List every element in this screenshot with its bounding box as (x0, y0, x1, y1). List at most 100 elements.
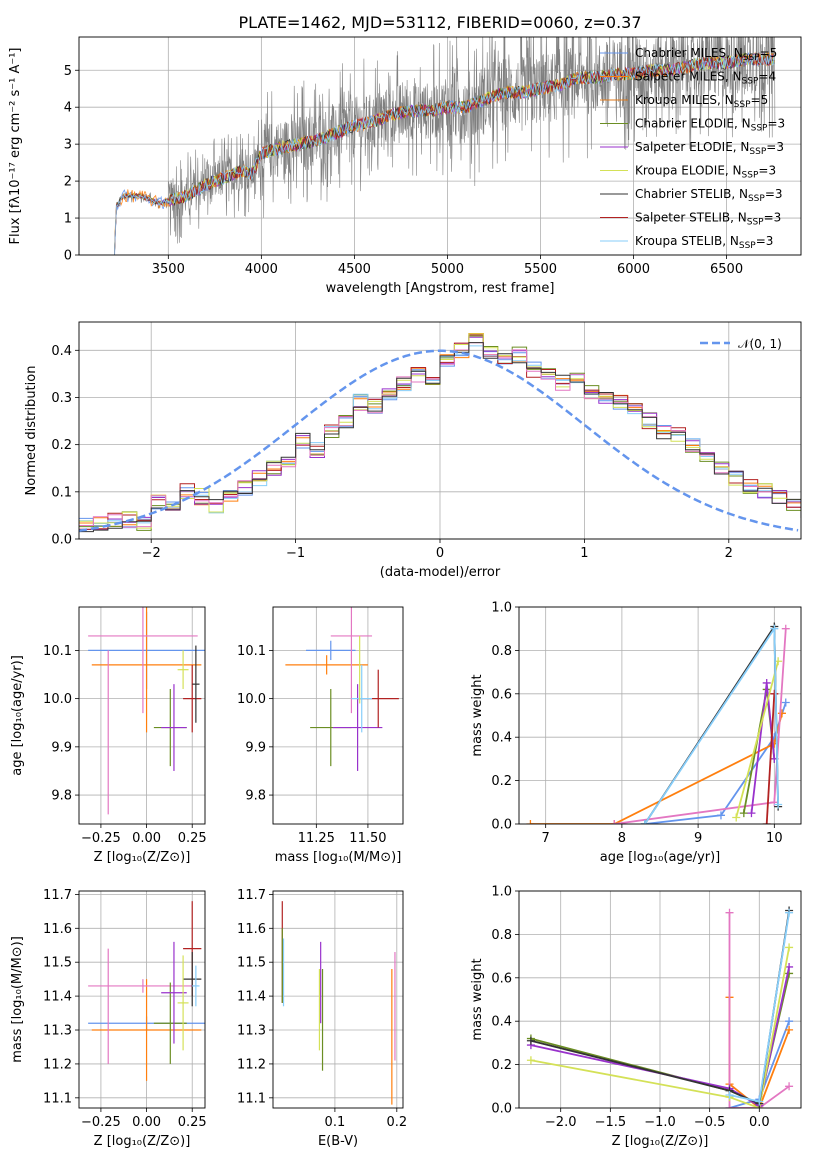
y-tick-label: 0.4 (491, 731, 512, 746)
x-tick-label: 0 (436, 546, 444, 561)
y-tick-label: 9.8 (51, 789, 72, 804)
y-axis-label: mass weight (470, 958, 485, 1040)
plot-area (285, 607, 399, 771)
x-tick-label: 0.00 (132, 1115, 161, 1130)
grid (273, 607, 403, 824)
panel-weight_vs_Z: −2.0 −1.5 −1.0 −0.5 0.0 0.0 0.2 0.4 0.6 0.8 1.0 Z [… (470, 885, 802, 1149)
legend-subscript: SSP (734, 100, 751, 110)
y-tick-label: 3 (64, 138, 72, 153)
weight-marker (526, 1036, 535, 1045)
plot-area (88, 901, 205, 1081)
weight-line-0 (644, 702, 787, 824)
plot-area (526, 906, 794, 1108)
axes-frame (272, 890, 404, 1109)
y-tick-label: 0.0 (491, 1102, 512, 1117)
normal-curve (79, 349, 799, 532)
legend-suffix: =3 (767, 117, 785, 131)
y-tick-label: 11.1 (237, 1091, 266, 1106)
legend-subscript: SSP (739, 241, 756, 251)
legend-label: Salpeter STELIB, NSSP=3 (635, 211, 781, 228)
x-tick-label: 0.1 (325, 1115, 346, 1130)
y-tick-label: 0 (64, 249, 72, 264)
grid (273, 891, 403, 1108)
y-tick-label: 1.0 (491, 885, 512, 900)
y-axis-label: Normed distribution (24, 366, 39, 496)
x-tick-label: 11.50 (349, 831, 386, 846)
y-axis-label: mass [log₁₀(M/M⊙)] (10, 936, 25, 1063)
y-tick-label: 9.9 (245, 740, 266, 755)
weight-marker (785, 1082, 794, 1091)
x-tick-label: −1.0 (644, 1115, 676, 1130)
x-tick-label: 6000 (617, 262, 650, 277)
legend: Chabrier MILES, NSSP=5 Salpeter MILES, NS… (600, 46, 785, 251)
y-tick-label: 0.6 (491, 971, 512, 986)
x-tick-label: 11.25 (298, 831, 335, 846)
x-tick-label: −0.5 (694, 1115, 726, 1130)
y-tick-label: 11.2 (237, 1057, 266, 1072)
weight-marker (762, 820, 771, 824)
x-tick-label: −2 (142, 546, 161, 561)
plot-area (281, 901, 396, 1105)
observed-spectrum (114, 37, 776, 255)
y-tick-label: 10.0 (43, 692, 72, 707)
weight-marker (755, 1097, 764, 1106)
y-tick-label: 11.1 (43, 1091, 72, 1106)
x-tick-label: 0.25 (178, 831, 207, 846)
weight-marker (640, 820, 649, 824)
y-tick-label: 11.7 (237, 888, 266, 903)
weight-line-5 (530, 947, 790, 1108)
y-tick-label: 11.3 (43, 1024, 72, 1039)
y-tick-label: 11.5 (237, 956, 266, 971)
x-axis-label: E(B-V) (318, 1134, 358, 1149)
y-tick-label: 0.4 (491, 1015, 512, 1030)
weight-marker (732, 813, 741, 822)
y-tick-label: 0.0 (491, 818, 512, 833)
x-tick-label: 0.00 (132, 831, 161, 846)
x-axis-label: mass [log₁₀(M/M⊙)] (275, 850, 402, 865)
y-tick-label: 0.6 (491, 687, 512, 702)
weight-marker (739, 809, 748, 818)
x-tick-label: 0.0 (749, 1115, 770, 1130)
histogram-step-2 (79, 335, 801, 531)
weight-marker (610, 820, 619, 824)
legend-label: Kroupa ELODIE, NSSP=3 (635, 164, 776, 181)
y-axis-label: age [log₁₀(age/yr)] (10, 655, 25, 776)
x-tick-label: 6500 (710, 262, 743, 277)
plot-area (114, 37, 776, 255)
legend-label: Salpeter MILES, NSSP=4 (635, 70, 776, 87)
y-tick-label: 11.2 (43, 1057, 72, 1072)
y-tick-label: 0.0 (51, 533, 72, 548)
y-tick-label: 0.3 (51, 391, 72, 406)
panel-residuals: −2 −1 0 1 2 0.0 0.1 0.2 0.3 0.4 (data-model)/error… (24, 321, 802, 580)
legend-suffix: =3 (765, 187, 783, 201)
legend-suffix: =3 (764, 211, 782, 225)
y-tick-label: 2 (64, 175, 72, 190)
weight-marker (762, 678, 771, 687)
y-tick-label: 9.9 (51, 740, 72, 755)
y-tick-label: 11.6 (237, 922, 266, 937)
histogram-step-7 (79, 342, 801, 528)
panel-age_vs_Z: −0.25 0.00 0.25 9.8 9.9 10.0 10.1 Z [log₁₀(Z/Z⊙… (10, 606, 207, 865)
y-tick-label: 10.0 (237, 692, 266, 707)
weight-marker (716, 811, 725, 820)
y-tick-label: 5 (64, 64, 72, 79)
panel-age_vs_mass: 11.25 11.50 9.8 9.9 10.0 10.1 mass [log₁₀(M/M⊙… (237, 606, 404, 865)
legend-subscript: SSP (749, 147, 766, 157)
histogram-step-3 (79, 336, 801, 531)
x-tick-label: 8 (618, 831, 626, 846)
legend-label: Salpeter ELODIE, NSSP=3 (635, 140, 784, 157)
plot-area (526, 622, 790, 824)
weight-marker (770, 624, 779, 633)
x-tick-label: 5500 (524, 262, 557, 277)
x-tick-label: 7 (542, 831, 550, 846)
grid (79, 891, 205, 1108)
x-tick-label: 0.25 (178, 1115, 207, 1130)
x-tick-label: 1 (580, 546, 588, 561)
histogram-step-1 (79, 333, 801, 527)
y-tick-label: 10.1 (43, 644, 72, 659)
legend-label: Chabrier ELODIE, NSSP=3 (635, 117, 785, 134)
panel-mass_vs_Z: −0.25 0.00 0.25 11.1 11.2 11.3 11.4 11.5 11.6 11.… (10, 888, 207, 1149)
legend-suffix: =3 (758, 164, 776, 178)
x-tick-label: 2 (725, 546, 733, 561)
y-tick-label: 0.4 (51, 344, 72, 359)
